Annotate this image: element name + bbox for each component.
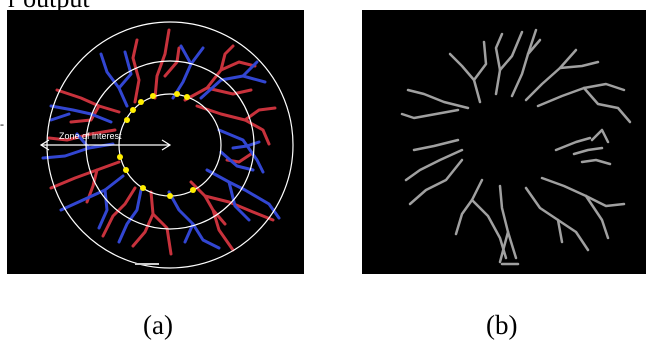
caption-a: (a) (143, 310, 173, 340)
marker-dot (140, 185, 146, 191)
marker-dot (117, 154, 123, 160)
marker-dot (174, 91, 180, 97)
marker-dot (184, 94, 190, 100)
zone-of-interest-label: Zone of interest (59, 131, 122, 141)
red-vessels (47, 28, 277, 256)
zone-arrow (39, 139, 172, 151)
marker-dot (123, 167, 129, 173)
panel-b-vessel-skeleton (362, 10, 646, 274)
marker-dot (138, 99, 144, 105)
marker-dot (167, 193, 173, 199)
marker-dot (190, 187, 196, 193)
panel-a-svg: Zone of interest (39, 21, 294, 269)
gray-vessels (400, 28, 632, 266)
intersection-markers (117, 91, 196, 199)
marker-dot (124, 117, 130, 123)
panel-a-annotated-fundus: Zone of interest (7, 10, 304, 274)
cropped-top-text: r output (8, 0, 90, 12)
caption-b: (b) (486, 310, 518, 340)
panel-b-svg (400, 28, 632, 266)
marker-dot (130, 107, 136, 113)
marker-dot (150, 93, 156, 99)
left-edge-mark: - (0, 117, 4, 131)
blue-vessels (41, 44, 281, 250)
